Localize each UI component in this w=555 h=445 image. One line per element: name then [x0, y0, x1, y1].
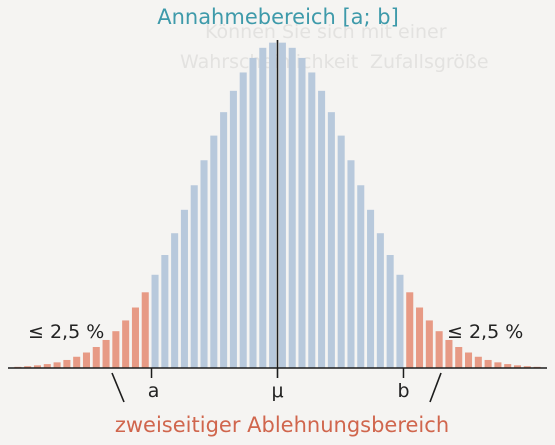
acceptance-bar — [229, 90, 237, 368]
acceptance-bar — [200, 160, 208, 368]
acceptance-bar — [357, 185, 365, 368]
right-tail-label: ≤ 2,5 % — [447, 321, 523, 343]
rejection-bar — [112, 331, 120, 368]
chart-title: Annahmebereich [a; b] — [157, 5, 399, 29]
rejection-bar — [523, 366, 531, 368]
acceptance-bar — [269, 42, 277, 369]
rejection-bar — [122, 320, 130, 368]
ghost-text-1: Können Sie sich mit einer — [205, 21, 447, 43]
rejection-bar — [513, 365, 522, 368]
acceptance-bar — [161, 255, 169, 368]
rejection-bar — [474, 356, 482, 368]
ghost-text-3: Zufallsgröße — [370, 51, 489, 73]
acceptance-bar — [239, 72, 247, 368]
acceptance-bar — [180, 209, 188, 368]
rejection-bar — [24, 366, 32, 368]
rejection-bar — [33, 365, 42, 368]
acceptance-bar — [327, 112, 335, 368]
rejection-bar — [484, 359, 492, 368]
rejection-bar — [141, 292, 149, 368]
rejection-bar — [131, 307, 139, 368]
left-tail-label: ≤ 2,5 % — [28, 321, 104, 343]
axis-label-b: b — [397, 380, 409, 402]
rejection-bar — [465, 352, 473, 368]
acceptance-bar — [396, 274, 404, 368]
acceptance-bar — [220, 112, 228, 368]
left-bracket-stroke — [111, 372, 125, 403]
acceptance-bar — [347, 160, 355, 368]
acceptance-bar — [298, 57, 306, 369]
rejection-bar — [416, 307, 424, 368]
rejection-bar — [435, 331, 443, 368]
acceptance-bar — [367, 209, 375, 368]
acceptance-bar — [318, 90, 326, 368]
rejection-bar — [504, 364, 512, 368]
acceptance-bar — [259, 47, 267, 368]
bars-group — [14, 42, 541, 369]
rejection-bar — [406, 292, 414, 368]
rejection-bar — [82, 352, 90, 368]
rejection-bar — [445, 339, 453, 368]
acceptance-bar — [171, 233, 179, 368]
axis-label-a: a — [148, 380, 160, 402]
rejection-bar — [43, 364, 51, 368]
rejection-bar — [73, 356, 81, 368]
rejection-bar — [63, 359, 71, 368]
acceptance-bar — [337, 135, 345, 368]
axis-label-mu: μ — [271, 380, 283, 402]
rejection-bar — [92, 346, 100, 368]
acceptance-bar — [386, 255, 394, 368]
rejection-region-label: zweiseitiger Ablehnungsbereich — [115, 413, 449, 437]
rejection-bar — [425, 320, 433, 368]
rejection-bar — [53, 362, 61, 368]
acceptance-bar — [288, 47, 296, 368]
acceptance-bar — [190, 185, 198, 368]
acceptance-bar — [210, 135, 218, 368]
right-bracket-stroke — [429, 372, 442, 403]
acceptance-bar — [249, 57, 257, 369]
acceptance-bar — [151, 274, 159, 368]
rejection-bar — [455, 346, 463, 368]
rejection-bar — [494, 362, 502, 368]
rejection-bar — [102, 339, 110, 368]
acceptance-bar — [278, 42, 286, 369]
acceptance-bar — [308, 72, 316, 368]
acceptance-bar — [376, 233, 384, 368]
